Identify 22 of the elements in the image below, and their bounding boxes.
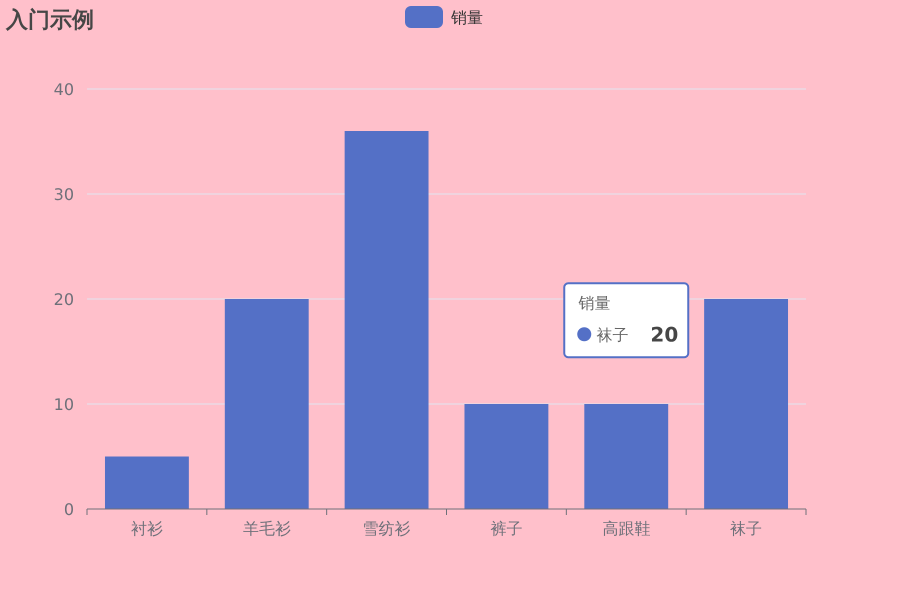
y-tick-label: 30 bbox=[54, 185, 74, 204]
annotation: 袜子 bbox=[596, 325, 628, 344]
x-tick-label: 衬衫 bbox=[130, 519, 163, 538]
annotation: 销量 bbox=[577, 293, 610, 312]
y-tick-label: 20 bbox=[54, 290, 74, 309]
x-tick-label: 雪纺衫 bbox=[362, 519, 411, 538]
bar bbox=[704, 299, 788, 509]
legend-label: 销量 bbox=[450, 8, 483, 27]
x-tick-label: 羊毛衫 bbox=[242, 519, 291, 538]
bar bbox=[584, 404, 668, 509]
y-tick-label: 40 bbox=[54, 80, 74, 99]
x-tick-label: 袜子 bbox=[730, 519, 762, 538]
annotation: 20 bbox=[650, 322, 678, 346]
chart-title: 入门示例 bbox=[5, 7, 94, 33]
y-tick-label: 10 bbox=[54, 395, 74, 414]
x-tick-label: 裤子 bbox=[490, 519, 522, 538]
bar bbox=[344, 131, 429, 509]
bar bbox=[104, 456, 189, 509]
x-tick-label: 高跟鞋 bbox=[602, 519, 650, 538]
bar bbox=[224, 299, 309, 509]
bar bbox=[464, 404, 548, 509]
y-tick-label: 0 bbox=[64, 500, 74, 519]
